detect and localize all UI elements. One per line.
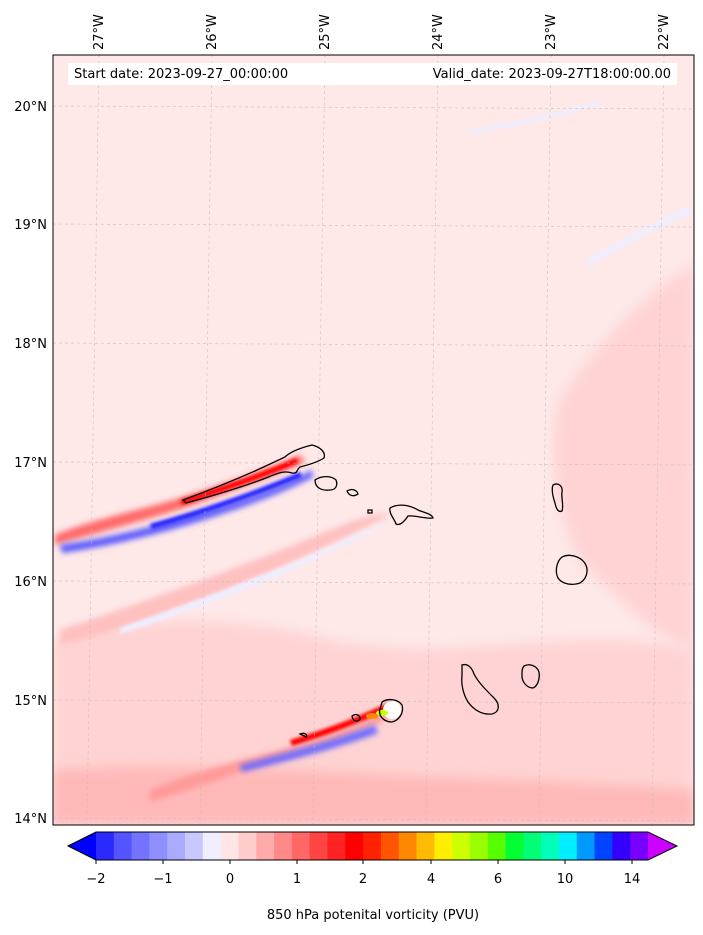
colorbar-extend-min — [68, 832, 96, 860]
colorbar-segment — [398, 832, 418, 860]
colorbar-tick-label: 10 — [557, 872, 574, 887]
colorbar-segment — [487, 832, 507, 860]
gridlines — [53, 55, 694, 825]
colorbar-tick-label: 1 — [293, 872, 301, 887]
colorbar-tick-label: 14 — [624, 872, 641, 887]
island-maio — [521, 664, 540, 689]
colorbar-segment — [612, 832, 631, 860]
lat-tick-label: 17°N — [14, 456, 47, 471]
longitude-ticks: 27°W 26°W 25°W 24°W 23°W 22°W — [92, 14, 672, 50]
pv-band-central — [60, 514, 390, 645]
colorbar — [66, 831, 679, 861]
pv-streak-south-red — [150, 705, 398, 802]
info-box — [68, 63, 677, 85]
colorbar-tick-label: 2 — [359, 872, 367, 887]
latitude-ticks: 20°N 19°N 18°N 17°N 16°N 15°N 14°N — [14, 100, 47, 827]
valid-date-label: Valid_date: 2023-09-27T18:00:00.00 — [433, 67, 671, 82]
island-boa-vista — [555, 554, 588, 585]
pv-streak-south-core — [290, 702, 392, 746]
colorbar-segment — [149, 832, 168, 860]
lat-tick-label: 19°N — [14, 218, 47, 233]
colorbar-segment — [202, 832, 222, 860]
colorbar-label: 850 hPa potenital vorticity (PVU) — [267, 908, 479, 923]
colorbar-tick-label: 4 — [427, 872, 435, 887]
colorbar-segment — [541, 832, 560, 860]
colorbar-segment — [469, 832, 489, 860]
island-santo-antao — [181, 444, 326, 504]
colorbar-segment — [630, 832, 649, 860]
pv-streak-north-blue — [60, 470, 313, 553]
island-santiago — [461, 663, 499, 715]
colorbar-segment — [594, 832, 613, 860]
contour-streak-south — [298, 732, 308, 738]
colorbar-segment — [345, 832, 364, 860]
island-santa-luzia — [346, 488, 359, 497]
colorbar-segment — [238, 832, 257, 860]
colorbar-segment — [380, 832, 400, 860]
colorbar-segment — [327, 832, 346, 860]
colorbar-segment — [505, 832, 524, 860]
lon-tick-label: 22°W — [657, 14, 672, 50]
lon-tick-label: 24°W — [431, 14, 446, 50]
island-coastlines — [181, 444, 588, 738]
start-date-label: Start date: 2023-09-27_00:00:00 — [74, 67, 288, 82]
colorbar-segment — [291, 832, 311, 860]
colorbar-extend-max — [648, 832, 677, 860]
pv-streak-north-core — [180, 458, 298, 505]
colorbar-tick-label: −2 — [86, 872, 105, 887]
pv-max-orange — [366, 713, 378, 719]
colorbar-segment — [167, 832, 186, 860]
colorbar-segment — [220, 832, 239, 860]
colorbar-segment — [309, 832, 328, 860]
colorbar-segment — [576, 832, 596, 860]
colorbar-ticks: −2 −1 0 1 2 4 6 10 14 — [86, 860, 640, 887]
colorbar-segment — [96, 832, 115, 860]
pv-negative-wisp-north — [470, 100, 602, 134]
island-brava — [351, 713, 361, 722]
pv-streak-south-blue — [240, 725, 378, 772]
lon-tick-label: 26°W — [205, 14, 220, 50]
colorbar-segment — [185, 832, 204, 860]
island-small-islet — [367, 509, 373, 514]
colorbar-segment — [131, 832, 150, 860]
colorbar-segment — [523, 832, 542, 860]
lat-tick-label: 20°N — [14, 100, 47, 115]
colorbar-tick-label: −1 — [153, 872, 172, 887]
lon-tick-label: 23°W — [544, 14, 559, 50]
colorbar-segment — [452, 832, 471, 860]
colorbar-tick-label: 6 — [494, 872, 502, 887]
colorbar-tick-label: 0 — [226, 872, 234, 887]
lat-tick-label: 15°N — [14, 694, 47, 709]
pv-band-central-negative — [120, 522, 392, 634]
lat-tick-label: 16°N — [14, 575, 47, 590]
pv-max-center — [383, 701, 401, 719]
lat-tick-label: 18°N — [14, 337, 47, 352]
lat-tick-label: 14°N — [14, 812, 47, 827]
colorbar-segment — [363, 832, 382, 860]
pv-field — [53, 100, 694, 825]
island-sao-nicolau — [389, 504, 434, 526]
pv-negative-wisp-northeast — [585, 205, 692, 266]
colorbar-segment — [558, 832, 578, 860]
pv-streak-north-blue-core — [150, 472, 302, 529]
lon-tick-label: 25°W — [318, 14, 333, 50]
colorbar-segment — [434, 832, 453, 860]
colorbar-segment — [416, 832, 435, 860]
colorbar-segment — [113, 832, 133, 860]
colorbar-segment — [274, 832, 293, 860]
colorbar-segment — [256, 832, 275, 860]
map-area: Start date: 2023-09-27_00:00:00 Valid_da… — [52, 54, 695, 826]
lon-tick-label: 27°W — [92, 14, 107, 50]
pv-max-yellow — [376, 710, 388, 716]
island-sal — [551, 483, 564, 513]
island-sao-vicente — [314, 475, 338, 491]
map-frame — [52, 54, 695, 826]
island-fogo — [378, 698, 404, 723]
